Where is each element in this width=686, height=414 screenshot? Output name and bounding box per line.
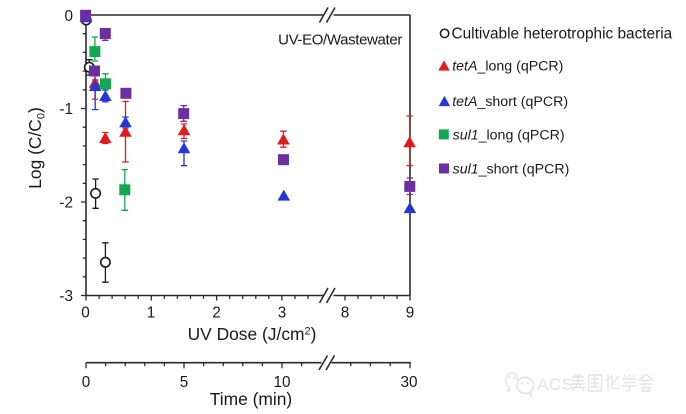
svg-text:2: 2 xyxy=(212,305,221,322)
svg-text:-1: -1 xyxy=(59,101,73,118)
svg-text:UV Dose (J/cm2): UV Dose (J/cm2) xyxy=(188,324,317,344)
svg-text:tetA_short (qPCR): tetA_short (qPCR) xyxy=(452,94,568,110)
svg-text:1: 1 xyxy=(147,305,156,322)
svg-text:3: 3 xyxy=(278,305,287,322)
svg-text:5: 5 xyxy=(180,374,189,391)
svg-text:UV-EO/Wastewater: UV-EO/Wastewater xyxy=(278,32,402,49)
svg-text:8: 8 xyxy=(341,305,350,322)
svg-text:0: 0 xyxy=(64,8,73,25)
svg-text:sul1_long (qPCR): sul1_long (qPCR) xyxy=(453,127,565,143)
svg-text:10: 10 xyxy=(273,374,290,391)
svg-text:Cultivable heterotrophic bacte: Cultivable heterotrophic bacteria xyxy=(452,26,673,43)
svg-text:-2: -2 xyxy=(59,194,73,211)
svg-text:Log (C/C0): Log (C/C0) xyxy=(25,107,48,189)
svg-text:0: 0 xyxy=(82,374,91,391)
svg-text:9: 9 xyxy=(406,305,415,322)
svg-text:Time (min): Time (min) xyxy=(210,389,292,409)
svg-text:30: 30 xyxy=(400,374,417,391)
svg-text:sul1_short (qPCR): sul1_short (qPCR) xyxy=(453,162,570,178)
svg-text:0: 0 xyxy=(81,305,90,322)
svg-text:-3: -3 xyxy=(59,288,73,305)
svg-text:ACS: ACS xyxy=(537,375,573,394)
svg-text:tetA_long (qPCR): tetA_long (qPCR) xyxy=(452,59,563,75)
